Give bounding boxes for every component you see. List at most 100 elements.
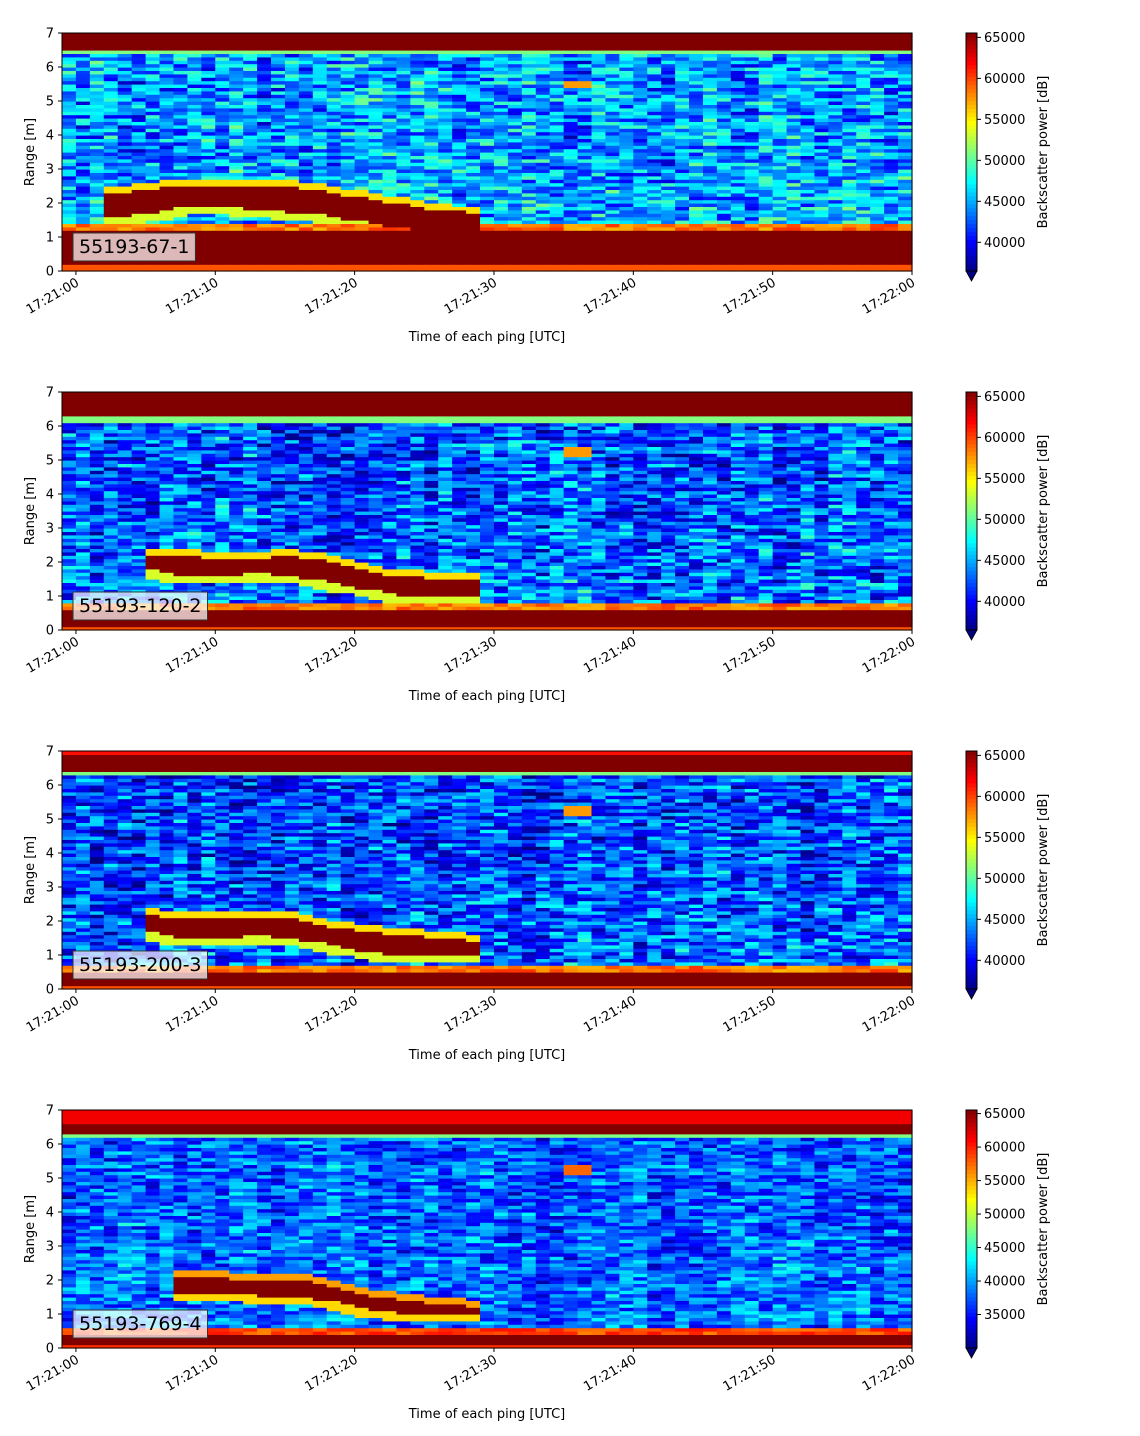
heatmap-cell <box>424 169 439 173</box>
heatmap-cell <box>535 145 551 150</box>
heatmap-cell <box>410 186 425 190</box>
heatmap-cell <box>229 254 244 258</box>
heatmap-cell <box>257 179 272 184</box>
colorbar-segment <box>966 215 977 221</box>
heatmap-cell <box>702 213 718 218</box>
heatmap-cell <box>410 243 425 248</box>
heatmap-cell <box>298 56 314 61</box>
heatmap-cell <box>493 220 509 224</box>
heatmap-cell <box>814 182 829 187</box>
heatmap-cell <box>730 33 746 37</box>
heatmap-cell <box>507 63 523 68</box>
heatmap-cell <box>75 138 91 143</box>
heatmap-cell <box>201 175 216 180</box>
heatmap-cell <box>368 87 384 92</box>
heatmap-cell <box>340 247 356 252</box>
heatmap-cell <box>772 73 788 78</box>
heatmap-cell <box>535 63 551 68</box>
heatmap-cell <box>340 203 356 207</box>
heatmap-cell <box>619 141 634 146</box>
heatmap-cell <box>382 43 398 48</box>
heatmap-cell <box>661 36 676 41</box>
heatmap-cell <box>507 36 523 41</box>
heatmap-cell <box>103 162 119 167</box>
heatmap-cell <box>354 260 370 265</box>
colorbar-label: Backscatter power [dB] <box>1036 76 1051 229</box>
heatmap-cell <box>229 131 244 136</box>
heatmap-cell <box>716 148 732 153</box>
heatmap-cell <box>480 186 495 190</box>
heatmap-cell <box>117 155 133 160</box>
heatmap-cell <box>466 50 481 54</box>
heatmap-cell <box>647 243 662 248</box>
heatmap-cell <box>368 131 384 136</box>
heatmap-cell <box>591 162 607 167</box>
heatmap-cell <box>284 152 300 156</box>
heatmap-cell <box>493 169 509 173</box>
heatmap-cell <box>159 419 175 424</box>
heatmap-cell <box>187 94 202 99</box>
heatmap-cell <box>201 172 216 177</box>
heatmap-cell <box>856 141 871 146</box>
y-axis-label: Range [m] <box>23 118 38 186</box>
heatmap-cell <box>131 192 147 197</box>
heatmap-cell <box>744 53 760 58</box>
heatmap-cell <box>480 237 495 241</box>
heatmap-cell <box>89 87 105 92</box>
heatmap-cell <box>271 39 286 44</box>
heatmap-cell <box>842 148 857 153</box>
heatmap-cell <box>702 124 718 129</box>
heatmap-cell <box>730 46 746 51</box>
heatmap-cell <box>702 135 718 139</box>
heatmap-cell <box>452 101 467 105</box>
colorbar-segment <box>966 159 977 165</box>
heatmap-cell <box>521 247 537 252</box>
heatmap-cell <box>563 169 579 173</box>
heatmap-cell <box>312 186 328 190</box>
heatmap-cell <box>744 63 760 68</box>
heatmap-cell <box>326 50 342 54</box>
heatmap-cell <box>298 169 314 173</box>
heatmap-cell <box>480 56 495 61</box>
heatmap-cell <box>340 80 356 85</box>
heatmap-cell <box>466 179 481 184</box>
heatmap-cell <box>243 233 258 238</box>
heatmap-cell <box>758 230 774 235</box>
heatmap-cell <box>452 70 467 75</box>
heatmap-cell <box>702 87 718 92</box>
heatmap-cell <box>549 155 565 160</box>
heatmap-cell <box>201 186 216 190</box>
heatmap-cell <box>633 203 648 207</box>
heatmap-cell <box>577 87 593 92</box>
heatmap-cell <box>75 46 91 51</box>
heatmap-cell <box>786 216 802 221</box>
heatmap-cell <box>145 196 161 201</box>
heatmap-cell <box>633 155 648 160</box>
heatmap-cell <box>145 192 161 197</box>
heatmap-cell <box>103 148 119 153</box>
heatmap-cell <box>842 182 857 187</box>
heatmap-cell <box>507 39 523 44</box>
heatmap-cell <box>75 114 91 119</box>
heatmap-cell <box>493 121 509 126</box>
heatmap-cell <box>466 63 481 68</box>
heatmap-cell <box>507 254 523 258</box>
heatmap-cell <box>661 189 676 194</box>
heatmap-cell <box>758 124 774 129</box>
heatmap-cell <box>368 267 384 272</box>
heatmap-cell <box>103 196 119 201</box>
heatmap-cell <box>675 162 690 167</box>
heatmap-cell <box>730 104 746 109</box>
heatmap-cell <box>215 216 230 221</box>
heatmap-cell <box>62 131 77 136</box>
heatmap-cell <box>75 135 91 139</box>
heatmap-cell <box>145 209 161 214</box>
heatmap-cell <box>326 33 342 37</box>
heatmap-cell <box>758 90 774 95</box>
heatmap-cell <box>243 87 258 92</box>
heatmap-cell <box>89 172 105 177</box>
heatmap-cell <box>145 402 161 407</box>
heatmap-cell <box>452 114 467 119</box>
heatmap-cell <box>243 46 258 51</box>
heatmap-cell <box>159 73 175 78</box>
